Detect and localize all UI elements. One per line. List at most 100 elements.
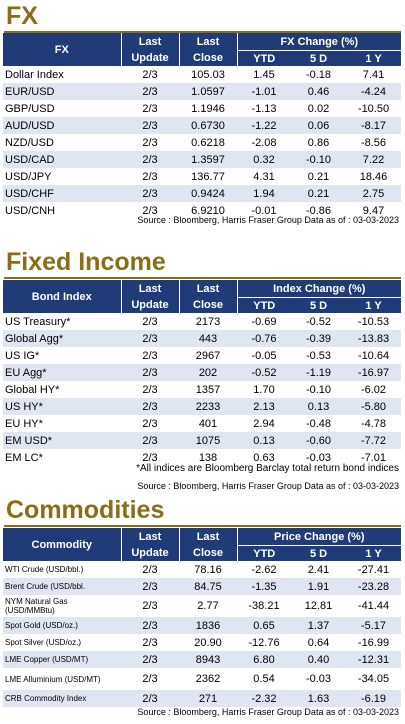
row-last-close: 1.1946	[179, 100, 237, 117]
fi-header-last-close-2: Close	[178, 297, 237, 313]
row-1y: -13.83	[346, 330, 402, 347]
row-last-update: 2/3	[121, 117, 179, 134]
table-row: USD/CHF 2/3 0.9424 1.94 0.21 2.75	[3, 185, 402, 202]
fi-header-ytd: YTD	[236, 297, 291, 313]
row-ytd: -0.05	[237, 347, 291, 364]
row-last-update: 2/3	[121, 398, 179, 415]
row-name: EU HY*	[3, 415, 121, 432]
row-1y: -10.53	[346, 313, 402, 330]
row-last-close: 2173	[179, 313, 237, 330]
row-1y: -23.28	[346, 578, 402, 595]
row-last-close: 1.0597	[179, 83, 237, 100]
co-header-last-close-2: Close	[178, 545, 237, 561]
row-1y: -7.01	[346, 449, 402, 466]
row-last-update: 2/3	[121, 364, 179, 381]
fx-header-1y: 1 Y	[346, 50, 402, 66]
row-5d: 1.37	[291, 617, 346, 634]
row-ytd: -38.21	[237, 595, 291, 617]
row-name: USD/CNH	[3, 202, 121, 219]
row-last-update: 2/3	[121, 185, 179, 202]
row-last-update: 2/3	[121, 595, 179, 617]
row-ytd: -1.35	[237, 578, 291, 595]
row-1y: 9.47	[346, 202, 402, 219]
table-row: EM USD* 2/3 1075 0.13 -0.60 -7.72	[3, 432, 402, 449]
row-last-close: 136.77	[179, 168, 237, 185]
fi-header-5d: 5 D	[291, 297, 346, 313]
row-5d: -0.60	[291, 432, 346, 449]
fx-section-title: FX	[6, 2, 38, 30]
row-name: EU Agg*	[3, 364, 121, 381]
row-last-close: 271	[179, 690, 237, 707]
row-5d: -1.19	[291, 364, 346, 381]
row-last-update: 2/3	[121, 432, 179, 449]
fixed-income-title-rule	[4, 277, 401, 279]
table-row: EU Agg* 2/3 202 -0.52 -1.19 -16.97	[3, 364, 402, 381]
row-name: AUD/USD	[3, 117, 121, 134]
fx-source: Source : Bloomberg, Harris Fraser Group …	[137, 215, 399, 225]
row-1y: -41.44	[346, 595, 402, 617]
row-1y: -5.80	[346, 398, 402, 415]
row-name: LME Copper (USD/MT)	[3, 651, 121, 668]
row-5d: 0.86	[291, 134, 346, 151]
row-last-update: 2/3	[121, 449, 179, 466]
fx-header-last-close-1: Last	[178, 33, 237, 51]
row-last-close: 8943	[179, 651, 237, 668]
commodities-title-rule	[4, 525, 401, 527]
row-ytd: -1.01	[237, 83, 291, 100]
row-ytd: 0.13	[237, 432, 291, 449]
row-last-update: 2/3	[121, 330, 179, 347]
row-last-close: 0.6730	[179, 117, 237, 134]
row-1y: -10.64	[346, 347, 402, 364]
row-name: NZD/USD	[3, 134, 121, 151]
row-5d: -0.52	[291, 313, 346, 330]
row-1y: 2.75	[346, 185, 402, 202]
fixed-income-section-title: Fixed Income	[6, 248, 166, 276]
commodities-table: Commodity Last Last Price Change (%) Upd…	[3, 528, 402, 707]
row-name: CRB Commodity Index	[3, 690, 121, 707]
fx-header-last-update-2: Update	[120, 50, 179, 66]
row-ytd: -0.01	[237, 202, 291, 219]
row-ytd: 0.65	[237, 617, 291, 634]
row-5d: 0.02	[291, 100, 346, 117]
table-row: Brent Crude (USD/bbl. 2/3 84.75 -1.35 1.91 -2…	[3, 578, 402, 595]
row-5d: 0.13	[291, 398, 346, 415]
fixed-income-source: Source : Bloomberg, Harris Fraser Group …	[137, 481, 399, 491]
row-name: WTI Crude (USD/bbl.)	[3, 561, 121, 578]
co-header-5d: 5 D	[291, 545, 346, 561]
row-ytd: 1.94	[237, 185, 291, 202]
row-name: GBP/USD	[3, 100, 121, 117]
row-5d: 1.63	[291, 690, 346, 707]
row-1y: -10.50	[346, 100, 402, 117]
row-ytd: 6.80	[237, 651, 291, 668]
row-1y: -4.24	[346, 83, 402, 100]
row-last-update: 2/3	[121, 690, 179, 707]
table-row: LME Copper (USD/MT) 2/3 8943 6.80 0.40 -12.31	[3, 651, 402, 668]
row-name: USD/JPY	[3, 168, 121, 185]
co-header-last-update-2: Update	[120, 545, 179, 561]
row-last-update: 2/3	[121, 168, 179, 185]
row-name: US IG*	[3, 347, 121, 364]
row-5d: 0.21	[291, 185, 346, 202]
row-last-close: 2233	[179, 398, 237, 415]
fi-header-name: Bond Index	[3, 280, 121, 313]
row-last-update: 2/3	[121, 100, 179, 117]
row-ytd: 0.63	[237, 449, 291, 466]
row-1y: -6.19	[346, 690, 402, 707]
row-1y: -8.56	[346, 134, 402, 151]
row-ytd: 0.54	[237, 668, 291, 690]
fx-header-ytd: YTD	[236, 50, 291, 66]
row-ytd: 1.70	[237, 381, 291, 398]
commodities-source: Source : Bloomberg, Harris Fraser Group …	[137, 707, 399, 717]
row-last-update: 2/3	[121, 83, 179, 100]
row-last-close: 0.9424	[179, 185, 237, 202]
row-1y: 7.22	[346, 151, 402, 168]
fi-header-last-update-2: Update	[120, 297, 179, 313]
row-name: EM LC*	[3, 449, 121, 466]
table-row: Dollar Index 2/3 105.03 1.45 -0.18 7.41	[3, 66, 402, 83]
row-ytd: -12.76	[237, 634, 291, 651]
fx-header-last-close-2: Close	[178, 50, 237, 66]
row-last-close: 1075	[179, 432, 237, 449]
row-last-close: 20.90	[179, 634, 237, 651]
fi-header-last-close-1: Last	[178, 280, 237, 298]
table-row: USD/CNH 2/3 6.9210 -0.01 -0.86 9.47	[3, 202, 402, 219]
